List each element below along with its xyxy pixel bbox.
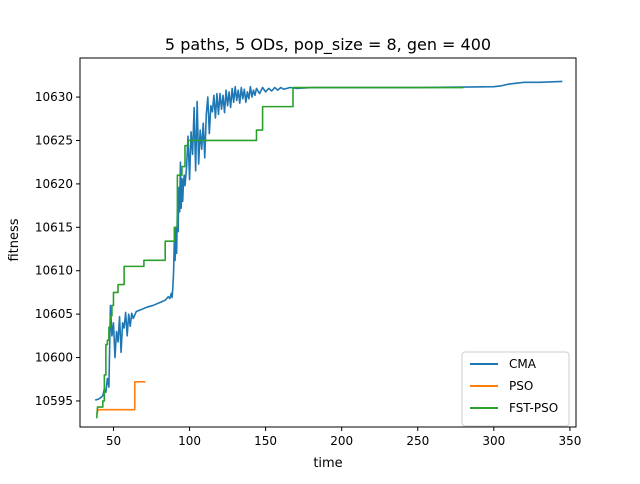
series-line-cma bbox=[94, 80, 563, 401]
x-axis-label: time bbox=[313, 456, 342, 471]
x-tick-label: 250 bbox=[406, 434, 429, 448]
legend: CMA PSO FST-PSO bbox=[461, 351, 570, 427]
y-tick-label: 10615 bbox=[35, 220, 73, 234]
x-tick-label: 100 bbox=[178, 434, 201, 448]
series-line-pso bbox=[95, 381, 146, 415]
y-tick-label: 10605 bbox=[35, 307, 73, 321]
y-tick-label: 10600 bbox=[35, 351, 73, 365]
legend-label: FST-PSO bbox=[509, 401, 558, 415]
x-tick-label: 300 bbox=[482, 434, 505, 448]
y-tick-label: 10595 bbox=[35, 394, 73, 408]
y-tick-label: 10620 bbox=[35, 177, 73, 191]
x-tick-label: 50 bbox=[106, 434, 121, 448]
x-tick-label: 150 bbox=[254, 434, 277, 448]
y-tick-label: 10630 bbox=[35, 90, 73, 104]
x-tick-label: 200 bbox=[330, 434, 353, 448]
x-tick-label: 350 bbox=[558, 434, 581, 448]
y-axis-label: fitness bbox=[7, 218, 22, 261]
chart-title: 5 paths, 5 ODs, pop_size = 8, gen = 400 bbox=[165, 35, 491, 55]
plot-frame bbox=[79, 57, 577, 428]
legend-label: CMA bbox=[509, 357, 537, 371]
series-line-fst-pso bbox=[95, 86, 464, 419]
y-tick-label: 10625 bbox=[35, 133, 73, 147]
legend-label: PSO bbox=[509, 379, 533, 393]
plot-area: 50 100 150 200 250 300 350 10595 10600 10605 10610… bbox=[35, 57, 581, 448]
y-tick-label: 10610 bbox=[35, 264, 73, 278]
